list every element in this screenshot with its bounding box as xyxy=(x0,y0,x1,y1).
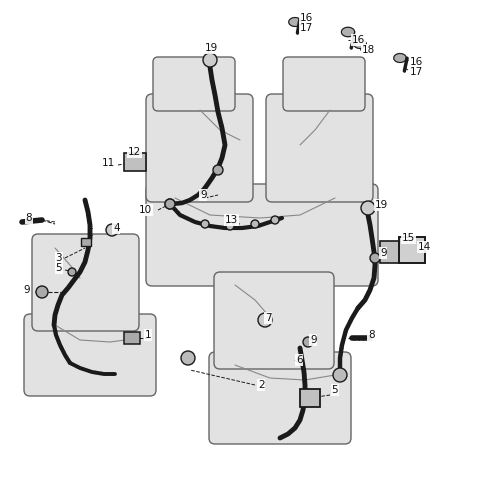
Text: 7: 7 xyxy=(265,313,272,323)
FancyBboxPatch shape xyxy=(380,241,400,263)
Text: 16: 16 xyxy=(352,35,365,45)
FancyBboxPatch shape xyxy=(124,153,146,171)
FancyBboxPatch shape xyxy=(146,184,378,286)
Text: 9: 9 xyxy=(24,285,30,295)
Circle shape xyxy=(165,199,175,209)
Circle shape xyxy=(106,224,118,236)
Circle shape xyxy=(36,286,48,298)
Circle shape xyxy=(251,220,259,228)
FancyBboxPatch shape xyxy=(32,234,139,331)
Polygon shape xyxy=(289,18,301,27)
FancyBboxPatch shape xyxy=(399,237,425,263)
Text: 11: 11 xyxy=(102,158,115,168)
Circle shape xyxy=(201,220,209,228)
Text: 19: 19 xyxy=(205,43,218,53)
Text: 14: 14 xyxy=(418,242,431,252)
FancyBboxPatch shape xyxy=(146,94,253,202)
FancyBboxPatch shape xyxy=(81,238,91,246)
FancyBboxPatch shape xyxy=(214,272,334,369)
Circle shape xyxy=(203,53,217,67)
Text: 13: 13 xyxy=(225,215,238,225)
Text: 3: 3 xyxy=(55,253,62,263)
Text: 8: 8 xyxy=(368,330,374,340)
FancyBboxPatch shape xyxy=(209,352,351,444)
Circle shape xyxy=(181,351,195,365)
Text: 17: 17 xyxy=(410,67,423,77)
Circle shape xyxy=(68,268,76,276)
Text: 6: 6 xyxy=(296,355,302,365)
Text: 9: 9 xyxy=(310,335,317,345)
Circle shape xyxy=(165,199,175,209)
Text: 1: 1 xyxy=(145,330,152,340)
Circle shape xyxy=(226,222,234,230)
FancyBboxPatch shape xyxy=(24,314,156,396)
Text: 17: 17 xyxy=(300,23,313,33)
Text: 12: 12 xyxy=(128,147,141,157)
Polygon shape xyxy=(341,27,355,37)
Circle shape xyxy=(303,337,313,347)
Circle shape xyxy=(361,201,375,215)
Circle shape xyxy=(258,313,272,327)
Text: 18: 18 xyxy=(362,45,375,55)
FancyBboxPatch shape xyxy=(153,57,235,111)
Polygon shape xyxy=(354,39,366,48)
Text: 9: 9 xyxy=(200,190,206,200)
Circle shape xyxy=(271,216,279,224)
Circle shape xyxy=(370,253,380,263)
Text: 8: 8 xyxy=(25,213,32,223)
Circle shape xyxy=(333,368,347,382)
FancyBboxPatch shape xyxy=(124,332,140,344)
Text: 5: 5 xyxy=(331,385,338,395)
Text: 16: 16 xyxy=(300,13,313,23)
Text: 5: 5 xyxy=(55,263,62,273)
Text: 2: 2 xyxy=(258,380,264,390)
FancyBboxPatch shape xyxy=(283,57,365,111)
Circle shape xyxy=(213,165,223,175)
Text: 19: 19 xyxy=(375,200,388,210)
Text: 15: 15 xyxy=(402,233,415,243)
Text: 16: 16 xyxy=(410,57,423,67)
Polygon shape xyxy=(394,54,406,63)
Text: 4: 4 xyxy=(113,223,120,233)
Text: 10: 10 xyxy=(139,205,152,215)
FancyBboxPatch shape xyxy=(266,94,373,202)
Text: 9: 9 xyxy=(380,248,386,258)
FancyBboxPatch shape xyxy=(300,389,320,407)
